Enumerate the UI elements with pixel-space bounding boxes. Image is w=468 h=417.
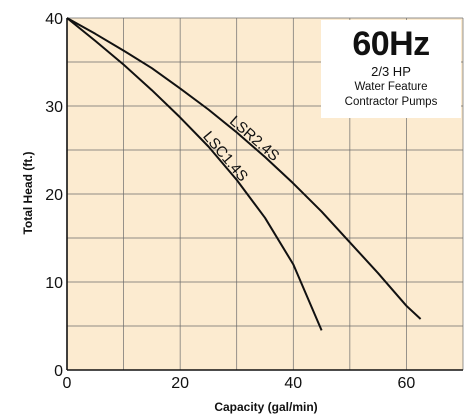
series-line-lsr2-4s <box>66 17 422 320</box>
x-tick-label: 20 <box>171 375 189 392</box>
y-tick-label: 40 <box>45 11 63 28</box>
y-tick-label: 10 <box>45 275 63 292</box>
x-tick-label: 0 <box>63 375 72 392</box>
chart-subtitle-line1: Water Feature <box>354 81 428 93</box>
chart-subtitle-line2: Contractor Pumps <box>344 96 438 108</box>
y-tick-label: 20 <box>45 187 63 204</box>
tick-labels: 0 20 40 60 0 10 20 30 40 <box>45 11 415 392</box>
x-tick-label: 40 <box>284 375 302 392</box>
y-axis-title: Total Head (ft.) <box>21 151 35 234</box>
grid-lines <box>66 17 464 371</box>
y-tick-label: 0 <box>54 363 63 380</box>
series-lines <box>66 17 422 331</box>
x-axis-title: Capacity (gal/min) <box>214 400 317 414</box>
chart-title: 60Hz <box>352 25 430 63</box>
series-line-lsc1-4s <box>66 17 323 331</box>
y-tick-label: 30 <box>45 99 63 116</box>
x-tick-label: 60 <box>398 375 416 392</box>
chart-subtitle-hp: 2/3 HP <box>371 64 411 79</box>
chart-title-box: 60Hz 2/3 HP Water Feature Contractor Pum… <box>321 20 461 118</box>
